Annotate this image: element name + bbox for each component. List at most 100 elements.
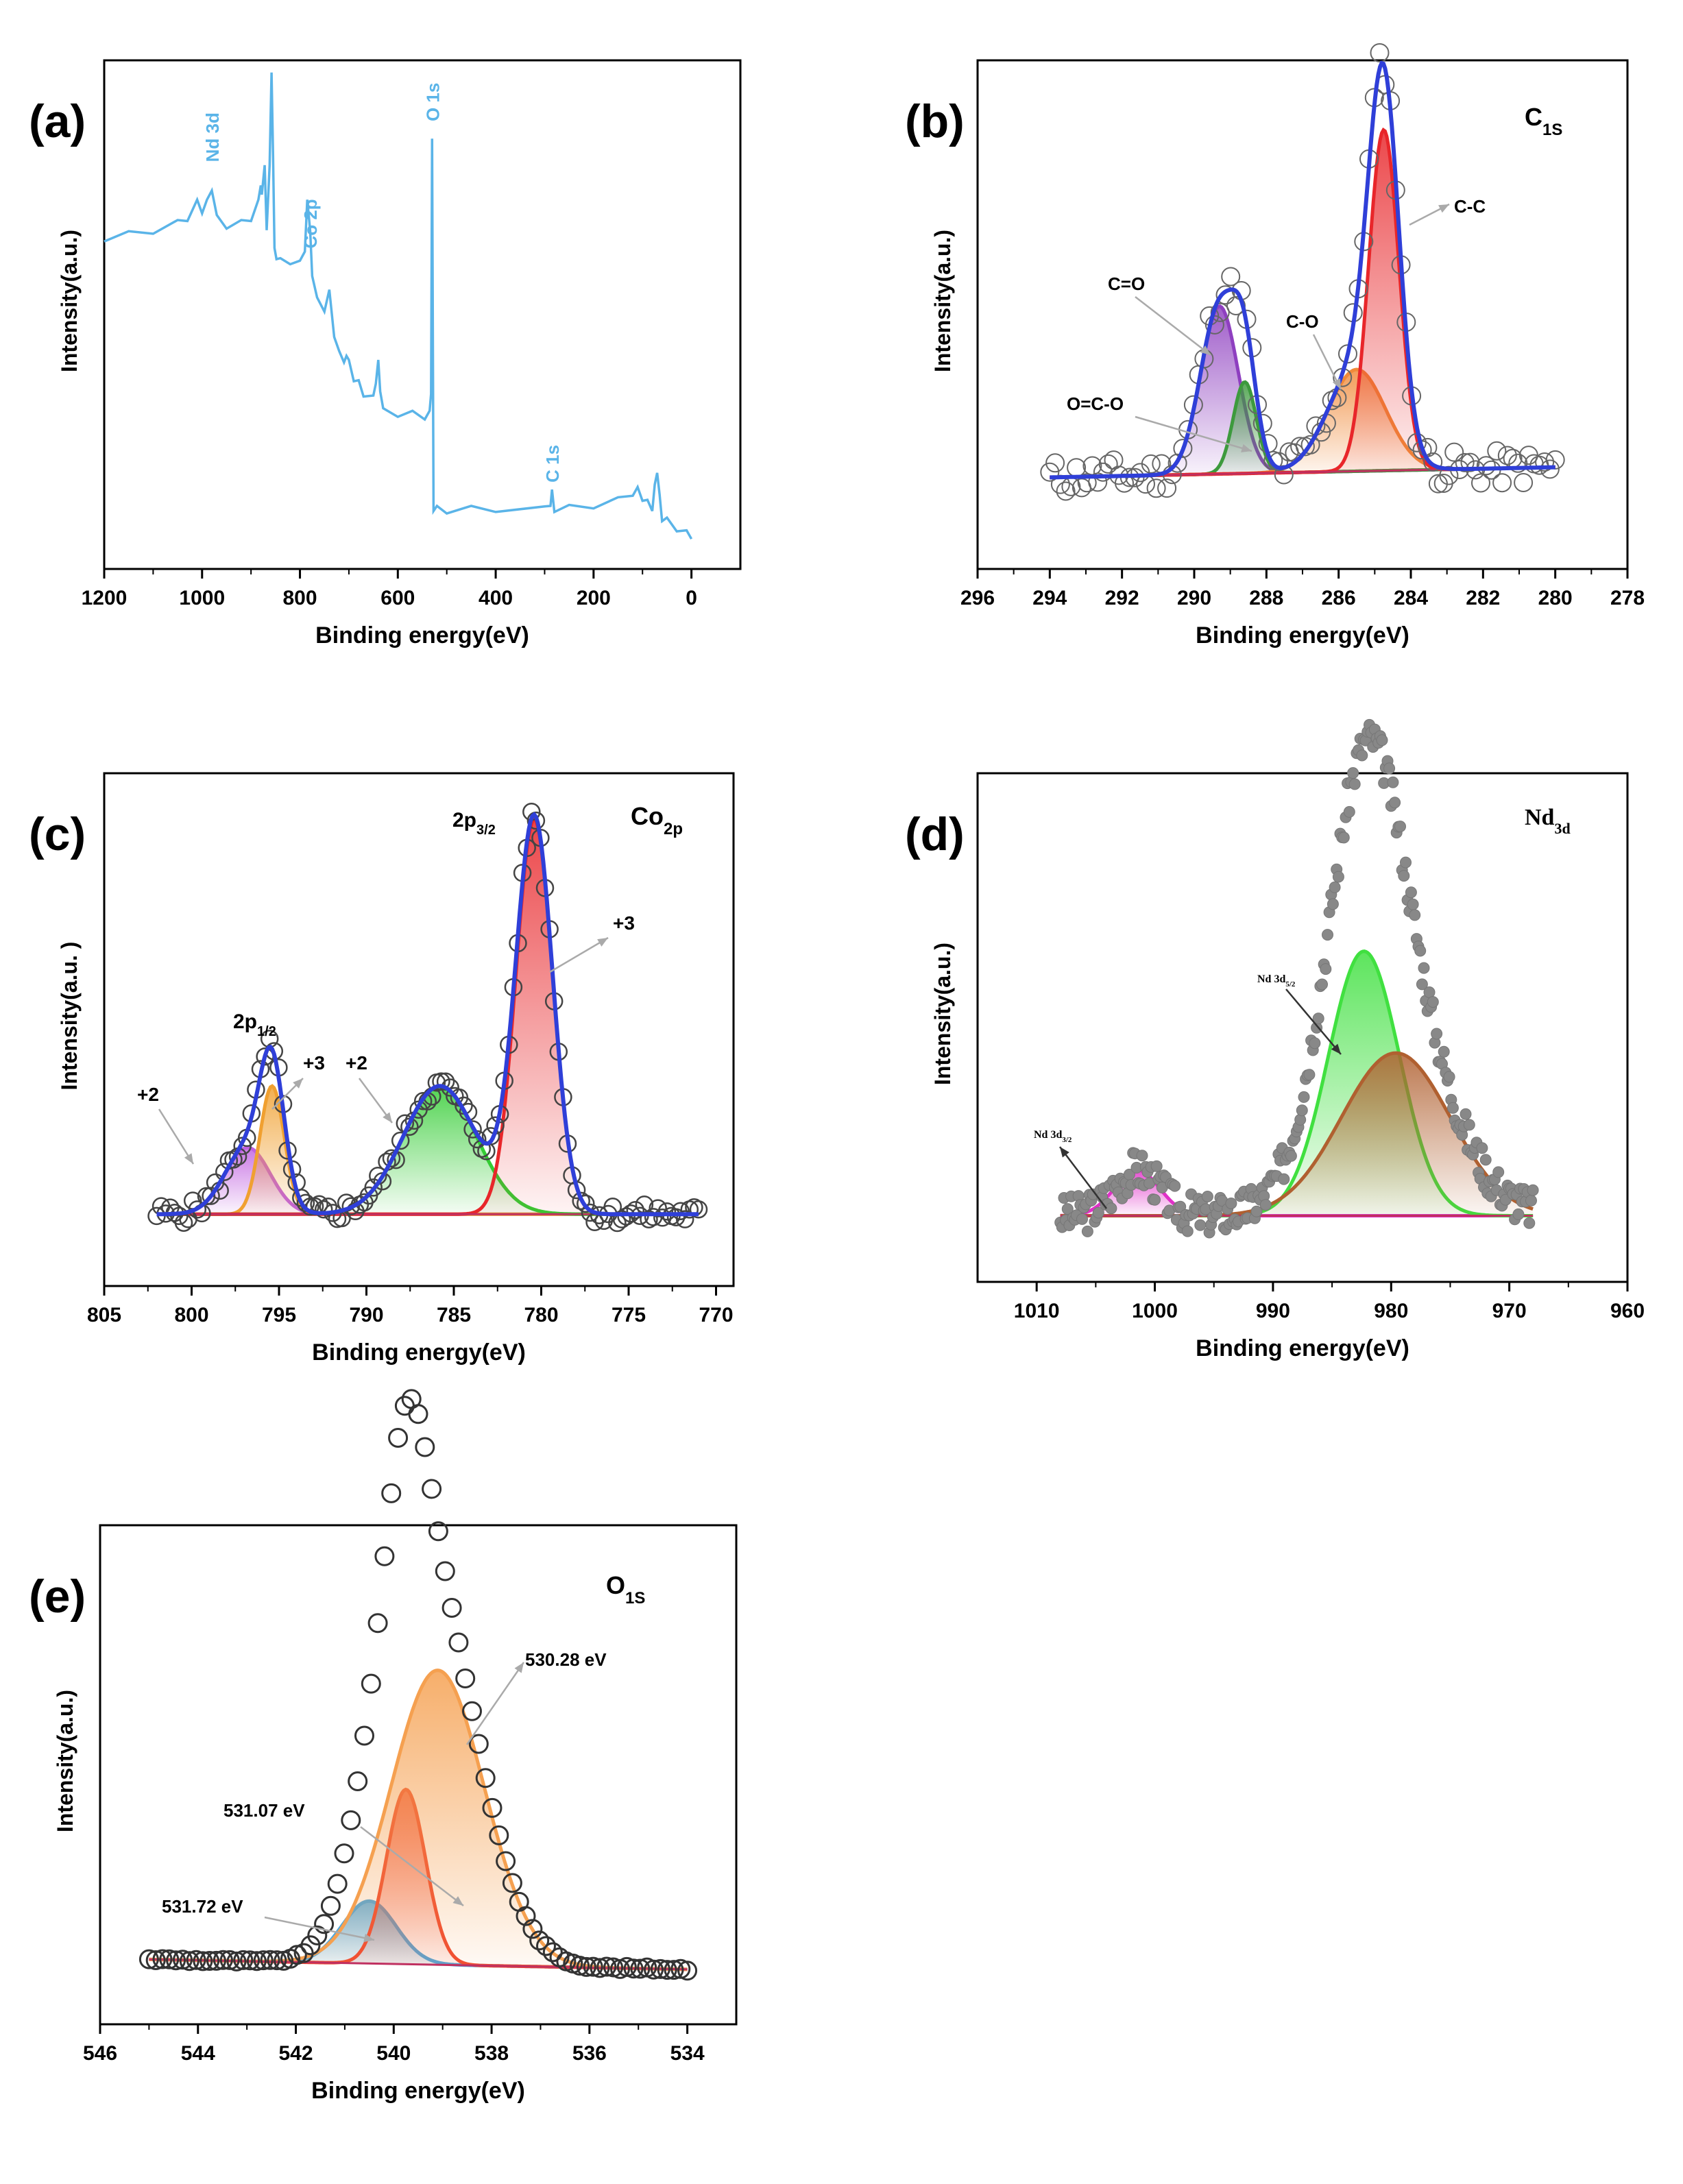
- data-marker: [1141, 454, 1161, 474]
- data-marker: [138, 1949, 159, 1969]
- data-marker: [300, 1935, 321, 1956]
- data-marker: [649, 1199, 667, 1217]
- chart-d: 1010 1000 990 980 970 960 Binding energy(eV) In…: [930, 718, 1645, 1361]
- plot-frame: [103, 772, 735, 1287]
- data-marker: [1250, 1205, 1263, 1217]
- chart-a: 1200 1000 800 600 400 200 0 Binding energy(eV) I…: [57, 59, 742, 648]
- data-marker: [1285, 1150, 1297, 1162]
- x-tick-label: 780: [524, 1304, 558, 1326]
- panel-label-b: (b): [905, 95, 965, 147]
- x-axis-label: Binding energy(eV): [1196, 1335, 1409, 1361]
- data-marker: [1443, 1071, 1455, 1083]
- data-marker: [199, 1951, 220, 1971]
- data-marker: [482, 1797, 503, 1818]
- data-marker: [526, 811, 546, 830]
- x-axis-label: Binding energy(eV): [311, 2078, 525, 2104]
- label-nd52: Nd 3d5/2: [1257, 973, 1296, 988]
- data-marker: [341, 1810, 361, 1830]
- data-marker: [166, 1950, 186, 1971]
- x-tick-label: 536: [572, 2042, 607, 2065]
- data-marker: [1347, 767, 1359, 779]
- data-marker: [1439, 465, 1459, 485]
- label-2p12: 2p1/2: [233, 1010, 276, 1039]
- data-marker: [1476, 456, 1496, 476]
- data-marker: [354, 1725, 374, 1746]
- data-marker: [664, 1960, 684, 1980]
- x-tick-label: 0: [686, 587, 697, 609]
- data-marker: [522, 1919, 543, 1939]
- data-marker: [1514, 473, 1534, 492]
- data-marker: [1487, 441, 1507, 461]
- data-marker: [1460, 452, 1480, 472]
- data-marker: [1492, 473, 1512, 493]
- data-marker: [408, 1404, 428, 1424]
- panel-label-c: (c): [29, 808, 86, 860]
- data-marker: [320, 1895, 341, 1916]
- data-marker: [314, 1914, 335, 1934]
- x-tick-label: 805: [87, 1304, 121, 1326]
- data-marker: [327, 1873, 348, 1894]
- x-tick-label: 795: [262, 1304, 296, 1326]
- data-marker: [1476, 1142, 1488, 1154]
- data-marker: [1088, 472, 1108, 492]
- data-marker: [1146, 478, 1166, 498]
- label-530-28: 530.28 eV: [525, 1649, 607, 1670]
- chart-title-c: Co2p: [631, 802, 683, 838]
- data-marker: [1136, 474, 1155, 494]
- data-marker: [1092, 1206, 1104, 1219]
- data-marker: [415, 1437, 435, 1457]
- data-marker: [219, 1950, 240, 1970]
- label-o-eq-c-o: O=C-O: [1067, 393, 1124, 414]
- label-531-72: 531.72 eV: [162, 1896, 243, 1917]
- y-axis-label: Intensity(a.u.): [930, 230, 955, 372]
- data-marker: [314, 1200, 333, 1219]
- data-marker: [653, 1209, 672, 1227]
- arrow-head: [597, 938, 608, 947]
- data-marker: [1423, 986, 1436, 998]
- data-marker: [1527, 1184, 1539, 1196]
- data-marker: [583, 1956, 603, 1977]
- data-marker: [179, 1951, 199, 1971]
- annotation-leader: [1135, 415, 1252, 452]
- label-plus3-main: +3: [613, 912, 635, 934]
- data-marker: [1463, 1119, 1475, 1131]
- data-marker: [1525, 1194, 1537, 1206]
- data-marker: [1405, 886, 1417, 899]
- x-tick-label: 1200: [82, 587, 128, 609]
- data-marker: [1130, 463, 1150, 483]
- data-marker: [441, 1598, 462, 1618]
- annotation-leader: [264, 1916, 375, 1941]
- x-tick-label: 292: [1105, 587, 1139, 609]
- data-marker: [612, 1210, 631, 1228]
- data-marker: [1061, 1203, 1074, 1215]
- data-marker: [1105, 1202, 1117, 1215]
- x-tick-label: 544: [181, 2042, 215, 2065]
- data-marker: [422, 1479, 442, 1499]
- annotation-leader: [360, 1826, 464, 1906]
- annotation-leader: [549, 936, 609, 973]
- data-marker: [1098, 454, 1118, 474]
- data-marker: [489, 1825, 509, 1845]
- data-marker: [1446, 1102, 1459, 1114]
- x-tick-label: 960: [1610, 1300, 1645, 1322]
- data-marker: [1389, 797, 1401, 809]
- data-marker: [462, 1701, 482, 1721]
- chart-b: 296 294 292 290 288 286 284 282 280 278 Binding en…: [930, 43, 1645, 648]
- data-marker: [240, 1950, 261, 1971]
- data-marker: [630, 1958, 651, 1979]
- data-marker: [603, 1957, 624, 1978]
- data-marker: [1320, 963, 1332, 975]
- data-marker: [334, 1843, 354, 1864]
- data-marker: [253, 1950, 274, 1971]
- plot-frame: [976, 772, 1629, 1283]
- data-marker: [1535, 452, 1555, 472]
- data-marker: [536, 1936, 556, 1956]
- data-marker: [617, 1207, 635, 1226]
- component-fill-b-3: [1050, 130, 1555, 478]
- data-marker: [1173, 439, 1193, 459]
- arrow-head: [1060, 1147, 1069, 1158]
- plot-frame: [99, 1524, 738, 2026]
- x-tick-label: 785: [437, 1304, 471, 1326]
- data-marker: [202, 1187, 220, 1205]
- label-c-c: C-C: [1454, 196, 1486, 217]
